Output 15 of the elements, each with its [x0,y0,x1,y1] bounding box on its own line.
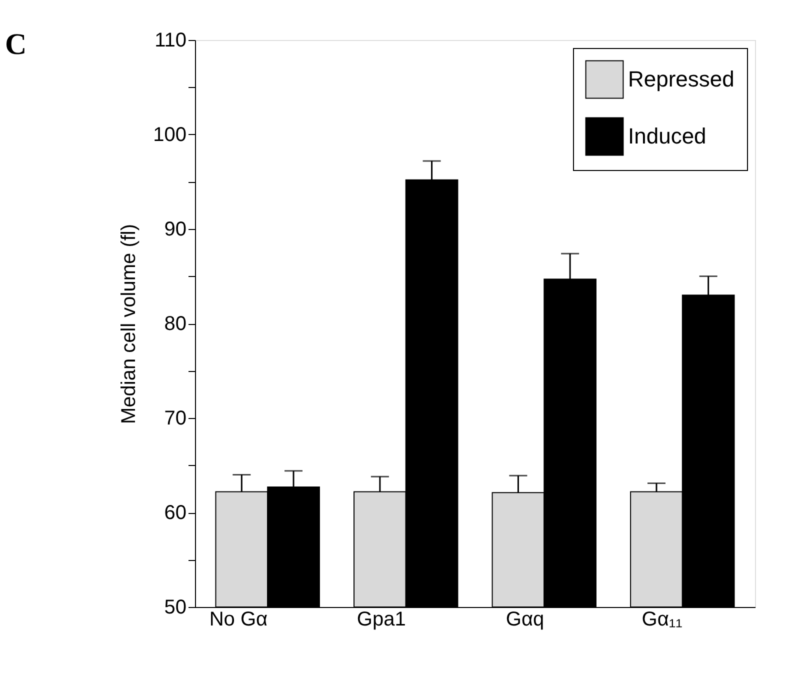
y-tick-label: 110 [154,30,186,52]
y-axis-title: Median cell volume (fl) [118,224,140,424]
y-tick-label: 90 [164,218,186,240]
text: C [5,28,27,61]
y-tick-label: 80 [164,313,186,335]
x-tick-label: No Gα [209,608,268,630]
x-tick-label: Gpa1 [356,608,406,630]
x-tick-label: Gαq [506,608,544,630]
legend-label: Repressed [628,66,734,92]
y-tick-label: 70 [164,408,186,430]
y-tick-label: 60 [164,502,186,524]
x-tick-label: Gα₁₁ [642,608,683,630]
legend-label: Induced [628,124,706,148]
y-tick-label: 50 [164,596,186,618]
y-tick-label: 100 [153,124,186,146]
